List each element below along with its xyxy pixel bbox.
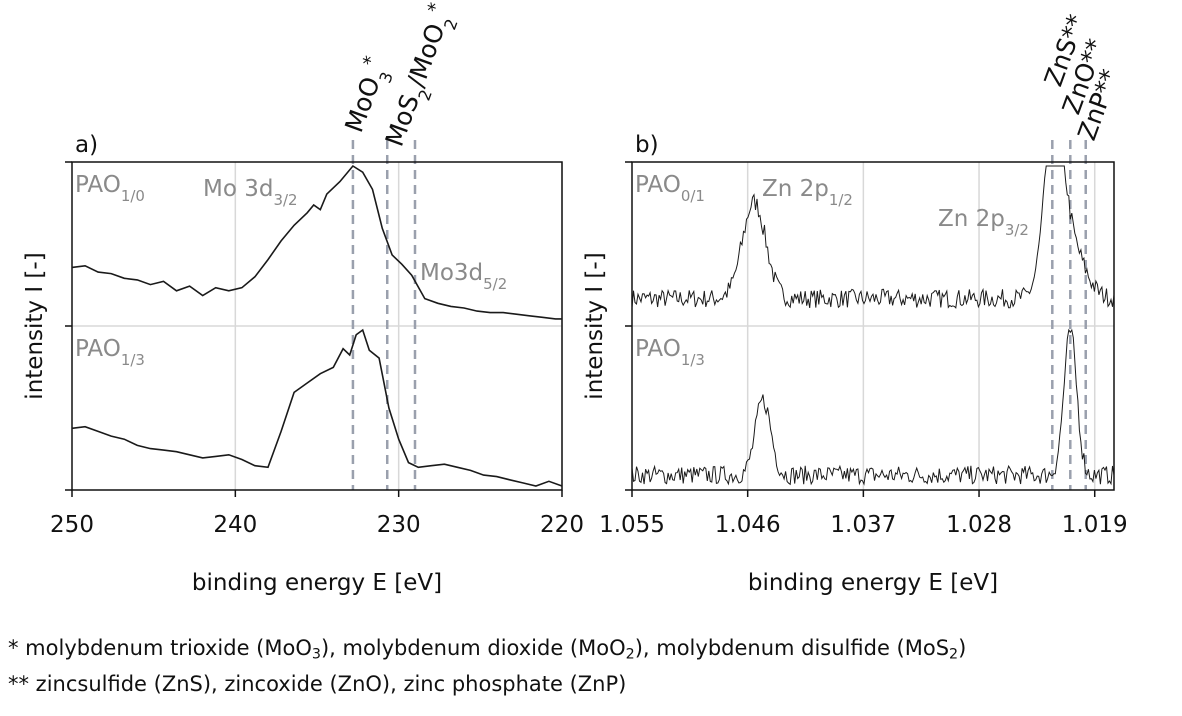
x-axis-label: binding energy E [eV]: [192, 570, 442, 596]
series-line: [71, 328, 563, 487]
x-tick-label: 230: [377, 512, 421, 538]
x-tick-label: 1.028: [946, 512, 1012, 538]
panel-label: b): [635, 132, 659, 158]
peak-label-mo3d52: Mo3d5/2: [420, 260, 507, 293]
footnote-zn: ** zincsulfide (ZnS), zincoxide (ZnO), z…: [8, 672, 627, 696]
series-label: PAO1/3: [635, 336, 705, 369]
series-line: [631, 165, 1115, 309]
peak-label-zn2p32: Zn 2p3/2: [938, 206, 1029, 239]
series-line: [631, 328, 1115, 486]
footnote-mo: * molybdenum trioxide (MoO3), molybdenum…: [8, 636, 967, 663]
x-tick-label: 220: [540, 512, 584, 538]
x-axis-label: binding energy E [eV]: [748, 570, 998, 596]
panel-label: a): [75, 132, 98, 158]
y-axis-label: intensity I [-]: [22, 252, 48, 399]
x-tick-label: 240: [213, 512, 257, 538]
x-tick-label: 250: [50, 512, 94, 538]
x-tick-label: 1.019: [1062, 512, 1128, 538]
x-tick-label: 1.055: [599, 512, 665, 538]
x-tick-label: 1.046: [715, 512, 781, 538]
y-axis-label: intensity I [-]: [582, 252, 608, 399]
series-label: PAO0/1: [635, 172, 705, 205]
peak-label-zn2p12: Zn 2p1/2: [762, 176, 853, 209]
series-label: PAO1/3: [75, 336, 145, 369]
series-line: [71, 164, 562, 320]
peak-label-mo3d32: Mo 3d3/2: [203, 176, 298, 209]
series-label: PAO1/0: [75, 172, 145, 205]
x-tick-label: 1.037: [830, 512, 896, 538]
